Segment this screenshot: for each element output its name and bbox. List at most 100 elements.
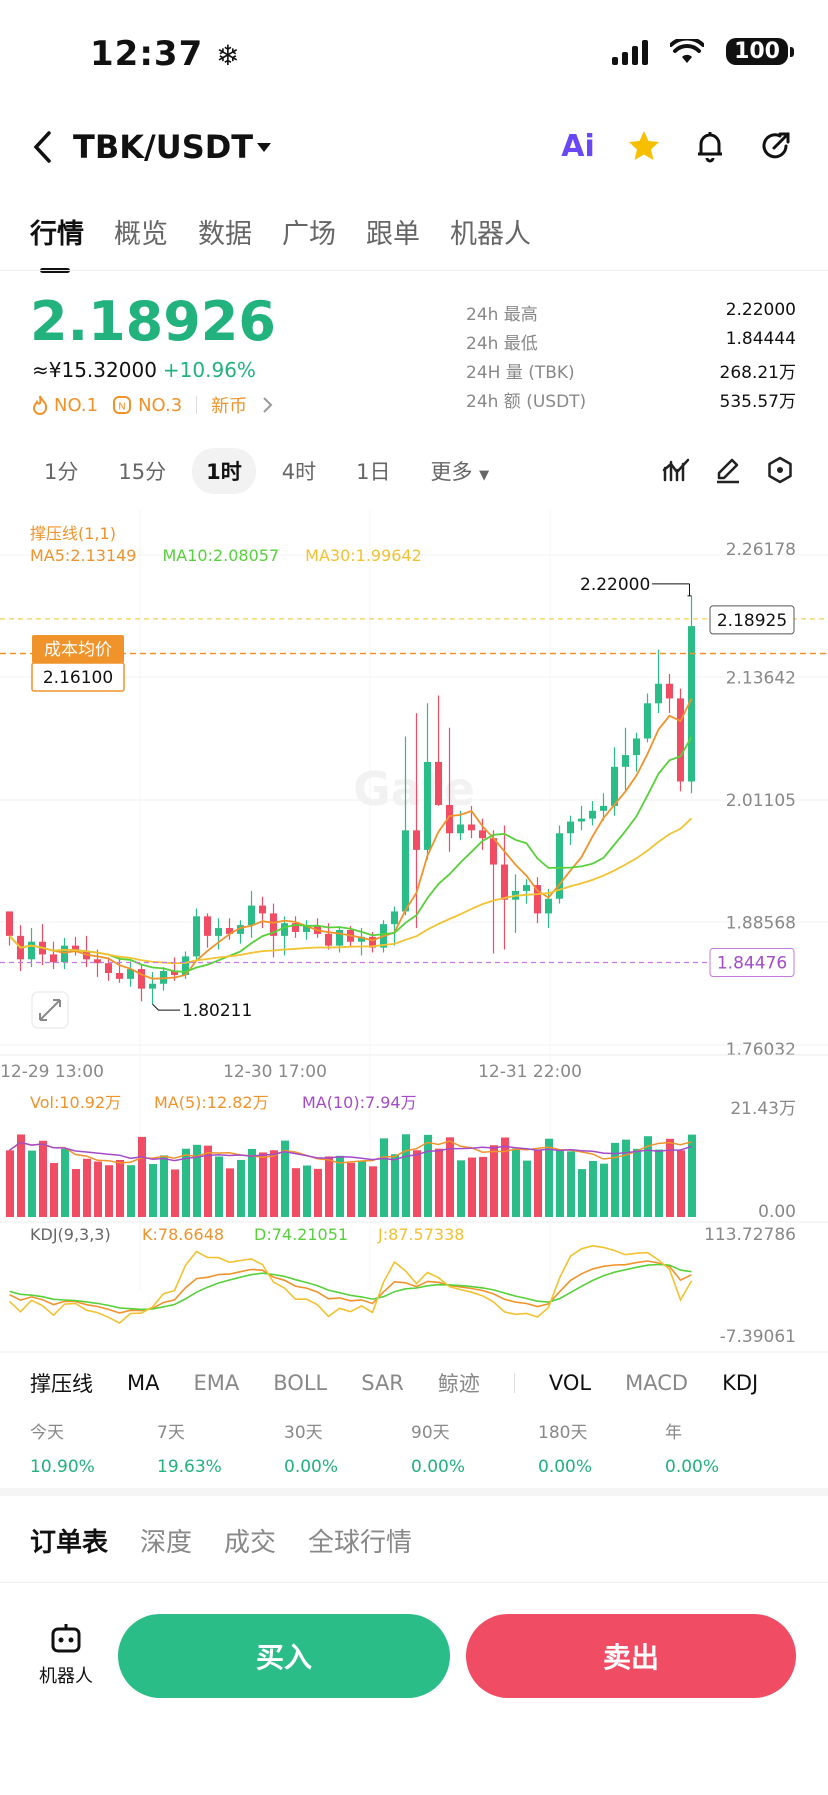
pair-title[interactable]: TBK/USDT [73, 128, 254, 166]
indicator-ma[interactable]: MA [127, 1371, 160, 1395]
volume-bar [578, 1169, 586, 1217]
candle-body [534, 885, 541, 914]
interval-1m[interactable]: 1分 [44, 460, 79, 484]
candle-body [622, 755, 629, 767]
indicator-ema[interactable]: EMA [193, 1371, 240, 1395]
share-icon[interactable] [758, 128, 794, 164]
settings-icon[interactable] [766, 456, 794, 484]
kdj-d-line [9, 1263, 692, 1311]
performance-values: 10.90% 19.63% 0.00% 0.00% 0.00% 0.00% [30, 1457, 810, 1477]
kdj-axis-label: -7.39061 [720, 1327, 796, 1347]
indicator-vol[interactable]: VOL [548, 1371, 592, 1395]
interval-4h[interactable]: 4时 [281, 460, 317, 484]
tab-trades[interactable]: 成交 [224, 1528, 277, 1558]
indicator-sar[interactable]: SAR [361, 1371, 404, 1395]
tab-depth[interactable]: 深度 [140, 1528, 193, 1558]
interval-more[interactable]: 更多 ▼ [416, 448, 503, 494]
back-icon[interactable] [32, 130, 54, 164]
volume-bar [226, 1168, 234, 1217]
badges: NO.1 N NO.3 新币 [32, 392, 273, 418]
kdj-legend: KDJ(9,3,3) [30, 1225, 111, 1244]
interval-1h[interactable]: 1时 [192, 448, 256, 494]
volume-bar [655, 1149, 663, 1217]
cost-value-tag [31, 662, 125, 692]
y-axis-label: 1.88568 [726, 914, 796, 934]
draw-icon[interactable] [714, 456, 742, 484]
volume-bar [567, 1151, 575, 1217]
volume-bar [391, 1154, 399, 1217]
x-axis-label: 12-29 13:00 [0, 1062, 104, 1082]
tab-order-book[interactable]: 订单表 [30, 1528, 109, 1558]
candle-body [336, 930, 343, 946]
candle-body [435, 761, 442, 805]
chevron-right-icon[interactable] [261, 396, 273, 414]
candle-body [677, 698, 684, 782]
kdj-k-legend: K:78.6648 [142, 1225, 224, 1244]
low-marker-line [152, 1003, 180, 1011]
robot-button[interactable]: 机器人 [34, 1620, 98, 1688]
chart-area[interactable]: 2.26178 2.13642 2.01105 1.88568 1.76032 Gate 2… [0, 510, 828, 1355]
caret-down-icon: ▼ [479, 468, 490, 483]
candle-body [567, 821, 574, 834]
indicator-icon[interactable] [662, 456, 690, 484]
chevron-down-icon[interactable] [256, 142, 272, 154]
cost-value-text: 2.16100 [43, 668, 113, 688]
cost-label-text: 成本均价 [44, 640, 112, 660]
chart-tools [662, 456, 794, 484]
rank-badge-hot[interactable]: NO.1 [32, 395, 98, 416]
volume-bar [116, 1159, 124, 1217]
indicator-whale[interactable]: 鲸迹 [437, 1372, 480, 1396]
buy-button[interactable]: 买入 [118, 1614, 450, 1698]
badge-label: NO.3 [138, 394, 183, 416]
y-axis-label: 1.76032 [726, 1040, 796, 1060]
kline-chart[interactable]: 2.26178 2.13642 2.01105 1.88568 1.76032 Gate 2… [0, 510, 828, 1355]
tab-data[interactable]: 数据 [198, 219, 252, 250]
interval-1d[interactable]: 1日 [356, 460, 391, 484]
candle-body [479, 830, 486, 839]
flame-icon [32, 395, 48, 415]
candle-body [237, 925, 244, 934]
y-axis-label: 2.13642 [726, 668, 796, 688]
watermark: Gate [353, 762, 475, 816]
indicator-macd[interactable]: MACD [625, 1371, 689, 1395]
volume-bar [666, 1138, 674, 1217]
rank-badge-new[interactable]: N NO.3 [112, 395, 182, 416]
star-icon[interactable] [626, 128, 662, 164]
kdj-d-legend: D:74.21051 [254, 1225, 348, 1244]
ma5-legend: MA5:2.13149 [30, 546, 137, 565]
candle-body [6, 911, 13, 936]
perf-label: 7天 [157, 1423, 185, 1443]
vol-ma5-legend: MA(5):12.82万 [154, 1093, 269, 1112]
tab-overview[interactable]: 概览 [114, 219, 168, 250]
candle-body [402, 830, 409, 912]
volume-bar [611, 1142, 619, 1217]
indicator-support-resistance[interactable]: 撑压线 [30, 1372, 93, 1396]
bell-icon[interactable] [692, 128, 728, 164]
candle-body [644, 703, 651, 739]
sell-button[interactable]: 卖出 [466, 1614, 796, 1698]
perf-label: 今天 [30, 1423, 64, 1443]
perf-value: 10.90% [30, 1457, 95, 1477]
interval-15m[interactable]: 15分 [118, 460, 167, 484]
indicator-kdj[interactable]: KDJ [722, 1371, 759, 1395]
candle-body [490, 838, 497, 865]
perf-label: 90天 [411, 1423, 450, 1443]
candle-body [171, 971, 178, 975]
last-price: 2.18926 [30, 290, 276, 353]
tab-global-market[interactable]: 全球行情 [308, 1528, 413, 1558]
vol-ma10-line [9, 1141, 692, 1162]
tab-market[interactable]: 行情 [30, 212, 84, 273]
volume-bar [633, 1148, 641, 1217]
perf-label: 年 [665, 1423, 682, 1443]
indicator-boll[interactable]: BOLL [273, 1371, 328, 1395]
candle-body [523, 885, 530, 891]
candle-body [358, 936, 365, 942]
tab-square[interactable]: 广场 [282, 219, 336, 250]
volume-bar [61, 1148, 69, 1217]
new-coin-tag[interactable]: 新币 [211, 396, 248, 417]
tab-robot[interactable]: 机器人 [450, 219, 531, 250]
ai-icon[interactable]: Ai [561, 128, 595, 164]
volume-bar [193, 1144, 201, 1217]
cellular-signal-icon [612, 39, 649, 65]
tab-copy-trade[interactable]: 跟单 [366, 219, 420, 250]
